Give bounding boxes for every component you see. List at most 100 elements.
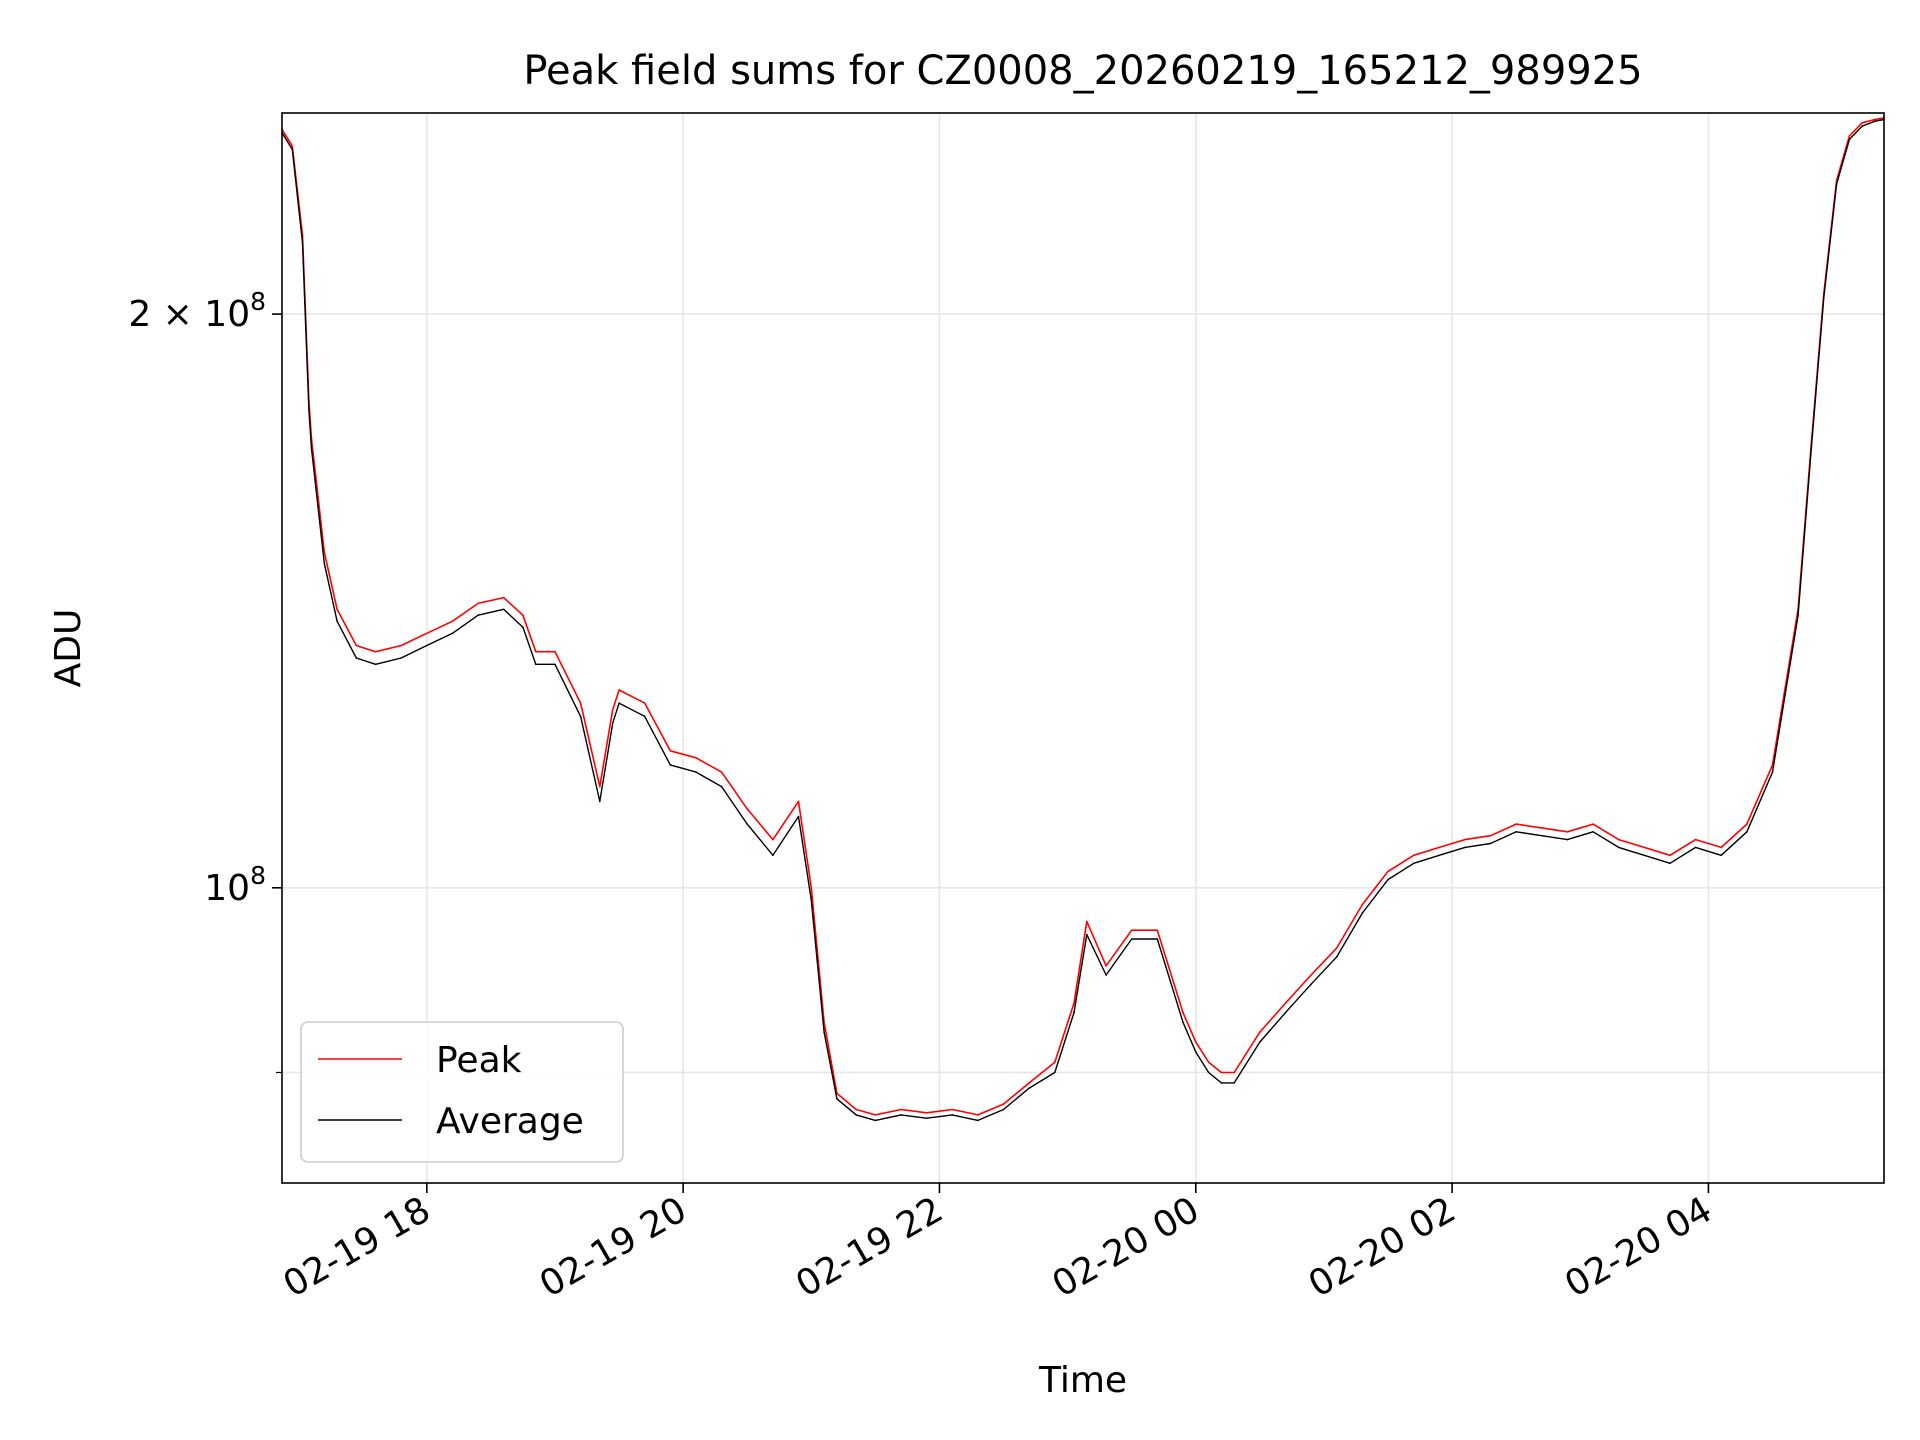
data-point-peak (1387, 870, 1389, 873)
data-point-average (1182, 1021, 1184, 1024)
data-point-average (374, 663, 377, 666)
data-point-average (772, 854, 774, 857)
data-point-peak (522, 614, 524, 616)
data-point-average (1156, 938, 1159, 940)
data-point-peak (1746, 823, 1748, 825)
data-point-average (1835, 183, 1838, 185)
data-point-peak (1412, 854, 1415, 857)
data-point-peak (1130, 929, 1133, 931)
chart-title: Peak field sums for CZ0008_20260219_1652… (523, 48, 1642, 94)
data-point-peak (772, 838, 774, 841)
data-point-average (1669, 862, 1671, 865)
data-point-peak (1566, 831, 1569, 833)
data-point-average (310, 447, 313, 450)
data-point-average (1643, 854, 1646, 857)
data-point-average (579, 715, 582, 718)
data-point-average (1195, 1051, 1197, 1053)
data-point-average (1130, 938, 1133, 940)
data-point-average (643, 715, 646, 718)
data-point-average (874, 1119, 877, 1122)
data-point-peak (1054, 1061, 1056, 1063)
y-tick-label: 108 (204, 861, 266, 909)
data-point-average (1412, 862, 1415, 865)
data-point-average (1694, 846, 1697, 849)
data-point-peak (291, 145, 294, 147)
x-axis-label: Time (1038, 1360, 1127, 1401)
data-point-peak (874, 1114, 877, 1116)
data-point-peak (1207, 1061, 1210, 1063)
data-point-average (1105, 974, 1107, 976)
data-point-average (522, 626, 524, 628)
y-tick-base: 2 × 10 (128, 294, 250, 335)
data-point-peak (451, 620, 454, 622)
data-point-average (1028, 1087, 1030, 1089)
data-point-average (1746, 831, 1748, 833)
data-point-average (1617, 846, 1620, 849)
data-point-average (1361, 912, 1364, 914)
data-point-peak (925, 1112, 928, 1114)
data-point-peak (1002, 1103, 1005, 1105)
data-point-average (1310, 983, 1312, 985)
data-point-average (1233, 1082, 1235, 1084)
data-point-average (695, 771, 697, 773)
data-point-peak (1541, 827, 1543, 829)
data-point-average (477, 614, 479, 616)
data-point-peak (1361, 903, 1364, 906)
data-point-average (308, 409, 310, 412)
data-point-peak (1848, 135, 1851, 137)
data-point-average (810, 899, 813, 902)
data-point-peak (720, 771, 723, 773)
data-point-average (1797, 614, 1799, 616)
data-point-peak (746, 808, 748, 810)
data-point-average (336, 620, 338, 622)
data-point-average (1054, 1071, 1056, 1074)
data-point-peak (1284, 1002, 1287, 1004)
data-point-average (301, 242, 304, 244)
data-point-average (502, 608, 505, 611)
data-point-average (1848, 138, 1851, 141)
data-point-peak (1310, 974, 1312, 976)
data-point-average (599, 800, 601, 803)
data-point-peak (336, 608, 338, 611)
data-point-average (400, 657, 403, 659)
data-point-peak (611, 708, 614, 711)
data-point-average (1489, 842, 1492, 845)
data-point-average (1002, 1108, 1005, 1111)
y-axis-ticks: 108 2 × 10 8 (128, 287, 282, 1074)
data-point-average (1438, 854, 1441, 857)
data-point-peak (355, 644, 358, 647)
data-point-average (900, 1114, 902, 1116)
data-point-peak (1105, 965, 1107, 967)
data-point-average (797, 815, 800, 818)
data-point-peak (426, 632, 428, 635)
data-point-peak (1464, 838, 1466, 841)
legend-box (300, 1021, 624, 1163)
data-point-average (1073, 1011, 1075, 1014)
data-point-average (1207, 1071, 1210, 1074)
data-point-peak (695, 757, 697, 759)
data-point-peak (1028, 1082, 1030, 1084)
grid (282, 113, 1884, 1183)
data-point-peak (977, 1114, 979, 1116)
y-axis-label: ADU (48, 609, 89, 688)
data-point-peak (1195, 1041, 1197, 1043)
data-point-average (426, 644, 428, 647)
data-point-peak (477, 602, 479, 605)
y-tick-exponent: 8 (250, 861, 266, 890)
data-point-average (611, 722, 614, 724)
data-point-peak (1336, 947, 1338, 949)
data-point-average (618, 702, 620, 704)
data-point-peak (643, 702, 646, 704)
data-point-peak (1861, 122, 1863, 124)
data-point-peak (855, 1108, 857, 1111)
data-point-peak (599, 785, 601, 788)
data-point-peak (797, 800, 800, 803)
data-point-average (977, 1119, 979, 1122)
data-point-average (720, 785, 723, 788)
data-point-peak (554, 650, 556, 653)
data-point-peak (535, 650, 537, 653)
data-point-peak (1086, 920, 1088, 923)
data-point-peak (323, 551, 326, 553)
